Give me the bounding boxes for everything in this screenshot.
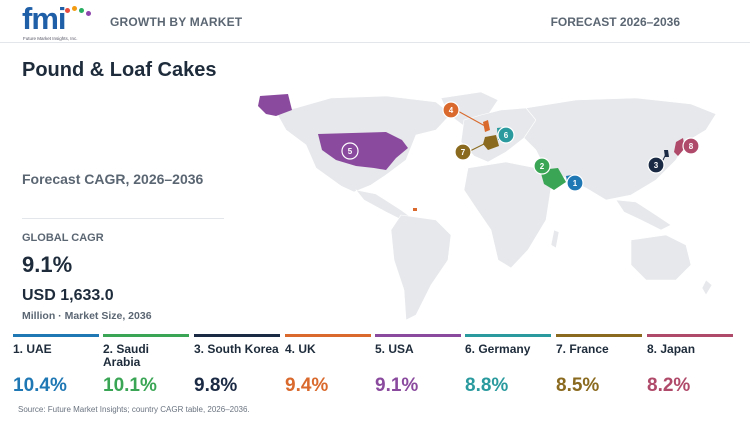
logo-dot bbox=[79, 8, 84, 13]
world-map: 5 1 2 3 4 6 7 8 bbox=[258, 91, 717, 321]
germany-pin-rank: 6 bbox=[504, 131, 509, 140]
usa-pin-circle bbox=[341, 142, 359, 160]
cagr-value: 10.4% bbox=[13, 375, 67, 396]
france-shape bbox=[483, 135, 499, 150]
south-america-land bbox=[390, 214, 452, 321]
card-color-bar bbox=[465, 334, 551, 337]
africa-land bbox=[463, 161, 552, 269]
land-masses bbox=[275, 91, 717, 321]
france-pin-rank: 7 bbox=[461, 148, 466, 157]
uae-pin-rank: 1 bbox=[573, 179, 578, 188]
japan-pin-circle bbox=[682, 137, 700, 155]
card-color-bar bbox=[647, 334, 733, 337]
uk-pin-circle bbox=[442, 101, 460, 119]
madagascar-land bbox=[550, 229, 560, 249]
cagr-value: 8.8% bbox=[465, 375, 509, 396]
france-pin[interactable]: 7 bbox=[454, 143, 472, 161]
logo-tagline: Future Market Insights, Inc. bbox=[23, 36, 78, 41]
germany-pin-circle bbox=[497, 126, 515, 144]
country-label: 6. Germany bbox=[465, 342, 531, 356]
small-marker-shape bbox=[413, 208, 417, 211]
fmi-logo[interactable]: fmi Future Market Insights, Inc. bbox=[22, 2, 94, 44]
logo-text: fmi bbox=[22, 1, 66, 36]
uk-shape bbox=[483, 120, 490, 132]
japan-pin[interactable]: 8 bbox=[682, 137, 700, 155]
germany-pin[interactable]: 6 bbox=[497, 126, 515, 144]
uae-pin-circle bbox=[566, 174, 584, 192]
market-size-label: Million · Market Size, 2036 bbox=[22, 310, 152, 322]
saudi-arabia-pin[interactable]: 2 bbox=[533, 157, 551, 175]
saudi-arabia-pin-circle bbox=[533, 157, 551, 175]
global-cagr-value: 9.1% bbox=[22, 252, 73, 277]
asia-land bbox=[523, 97, 717, 201]
market-size-value: USD 1,633.0 bbox=[22, 287, 114, 304]
cagr-value: 9.4% bbox=[285, 375, 329, 396]
forecast-period-label: FORECAST 2026–2036 bbox=[550, 15, 680, 29]
country-cagr-cards: 1. UAE 10.4% 2. Saudi Arabia 10.1% 3. So… bbox=[13, 334, 743, 400]
divider bbox=[22, 218, 224, 219]
global-cagr-label: GLOBAL CAGR bbox=[22, 232, 104, 244]
usa-pin-rank: 5 bbox=[348, 147, 353, 156]
cagr-value: 9.8% bbox=[194, 375, 238, 396]
card-color-bar bbox=[375, 334, 461, 337]
chart-subtitle: Forecast CAGR, 2026–2036 bbox=[22, 171, 204, 187]
logo-dot bbox=[72, 6, 77, 11]
header-bar: fmi Future Market Insights, Inc. GROWTH … bbox=[0, 0, 750, 43]
country-card: 4. UK 9.4% bbox=[285, 334, 371, 400]
country-label: 3. South Korea bbox=[194, 342, 279, 356]
south-korea-pin-rank: 3 bbox=[654, 161, 659, 170]
france-pin-circle bbox=[454, 143, 472, 161]
uk-pin[interactable]: 4 bbox=[442, 101, 460, 119]
south-korea-pin[interactable]: 3 bbox=[647, 156, 665, 174]
cagr-value: 8.2% bbox=[647, 375, 691, 396]
japan-shape bbox=[674, 138, 685, 156]
country-label: 5. USA bbox=[375, 342, 414, 356]
country-label: 8. Japan bbox=[647, 342, 696, 356]
highlighted-countries bbox=[258, 94, 685, 211]
country-card: 7. France 8.5% bbox=[556, 334, 642, 400]
country-label: 4. UK bbox=[285, 342, 316, 356]
cagr-value: 10.1% bbox=[103, 375, 157, 396]
growth-by-market-label: GROWTH BY MARKET bbox=[110, 15, 243, 29]
country-card: 6. Germany 8.8% bbox=[465, 334, 551, 400]
card-color-bar bbox=[556, 334, 642, 337]
uk-connector bbox=[455, 109, 486, 127]
saudi-arabia-shape bbox=[540, 168, 566, 190]
country-card: 8. Japan 8.2% bbox=[647, 334, 733, 400]
map-pins: 5 1 2 3 4 6 7 8 bbox=[341, 101, 700, 192]
cagr-value: 9.1% bbox=[375, 375, 419, 396]
usa-alaska-shape bbox=[258, 94, 292, 116]
country-label: 7. France bbox=[556, 342, 609, 356]
australia-land bbox=[630, 234, 692, 281]
country-card: 2. Saudi Arabia 10.1% bbox=[103, 334, 189, 400]
card-color-bar bbox=[103, 334, 189, 337]
card-color-bar bbox=[194, 334, 280, 337]
cagr-value: 8.5% bbox=[556, 375, 600, 396]
source-note: Source: Future Market Insights; country … bbox=[18, 405, 250, 414]
logo-dot bbox=[86, 11, 91, 16]
page-title: Pound & Loaf Cakes bbox=[22, 59, 217, 81]
country-card: 1. UAE 10.4% bbox=[13, 334, 99, 400]
new-zealand-land bbox=[701, 279, 713, 296]
japan-pin-rank: 8 bbox=[689, 142, 694, 151]
uae-pin[interactable]: 1 bbox=[566, 174, 584, 192]
country-label: 1. UAE bbox=[13, 342, 52, 356]
country-card: 3. South Korea 9.8% bbox=[194, 334, 280, 400]
usa-shape bbox=[318, 132, 408, 170]
usa-pin[interactable]: 5 bbox=[341, 142, 359, 160]
uk-pin-rank: 4 bbox=[449, 106, 454, 115]
saudi-arabia-pin-rank: 2 bbox=[540, 162, 545, 171]
country-card: 5. USA 9.1% bbox=[375, 334, 461, 400]
southeast-asia-land bbox=[615, 199, 672, 231]
country-label: 2. Saudi Arabia bbox=[103, 342, 150, 369]
south-korea-pin-circle bbox=[647, 156, 665, 174]
card-color-bar bbox=[285, 334, 371, 337]
card-color-bar bbox=[13, 334, 99, 337]
logo-dot bbox=[65, 8, 70, 13]
